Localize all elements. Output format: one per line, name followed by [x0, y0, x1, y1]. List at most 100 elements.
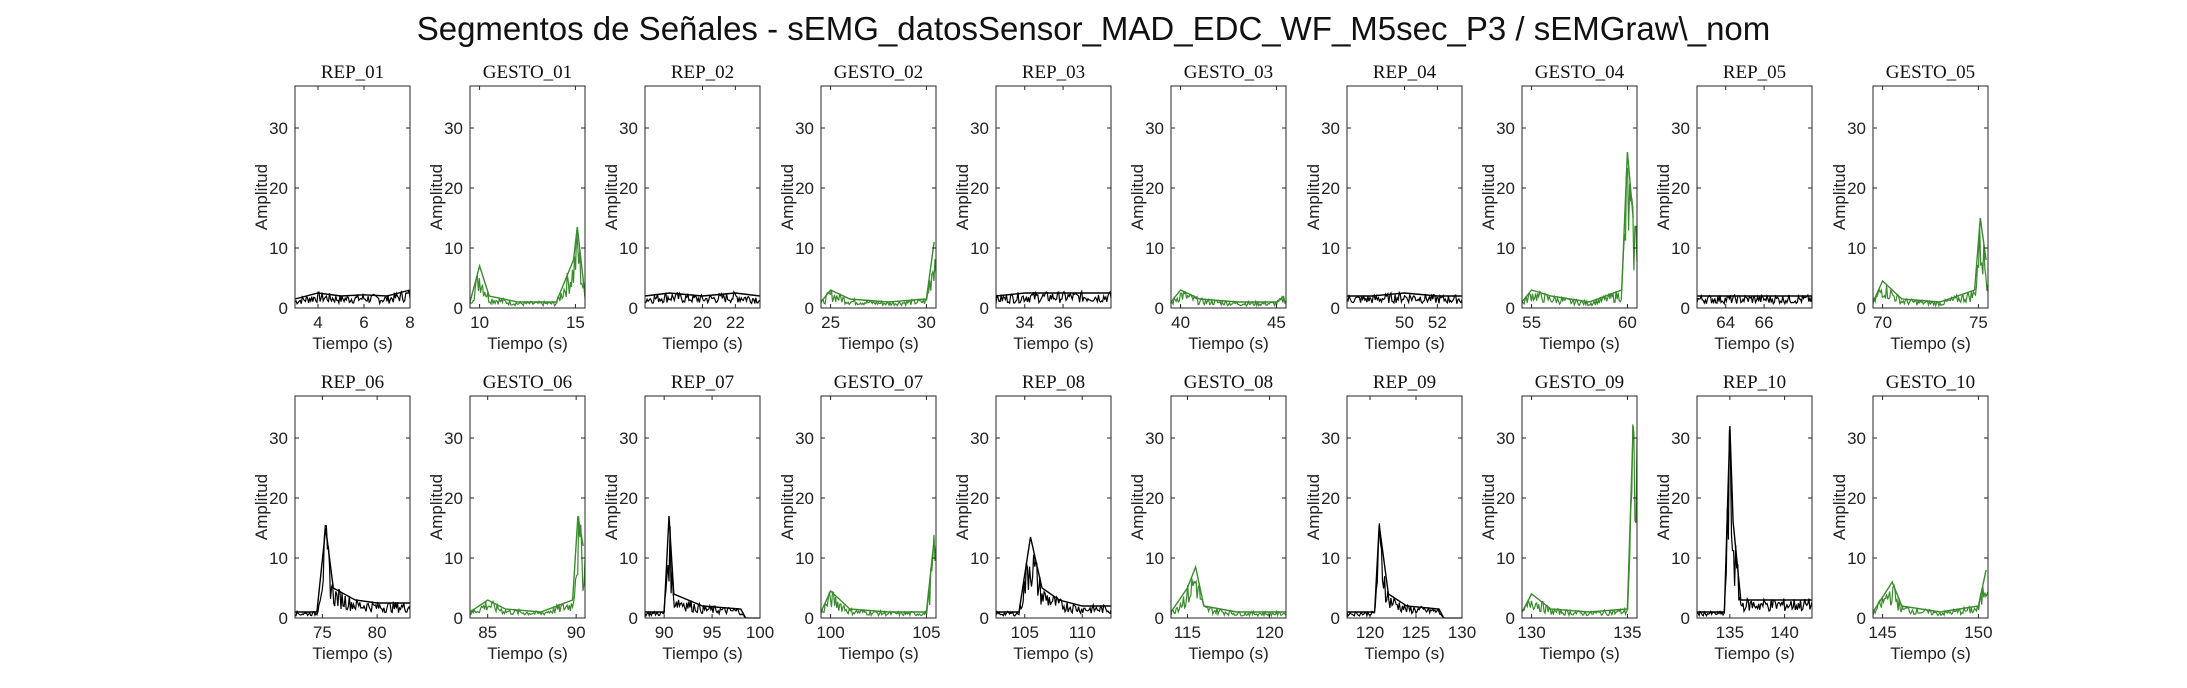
figure-title: Segmentos de Señales - sEMG_datosSensor_… — [416, 10, 1771, 47]
y-tick-label: 0 — [279, 299, 288, 318]
y-tick-label: 10 — [269, 239, 288, 258]
y-axis-label: Amplitud — [1479, 474, 1498, 540]
y-axis-label: Amplitud — [1830, 474, 1849, 540]
y-tick-label: 0 — [1857, 609, 1866, 628]
x-tick-label: 135 — [1716, 623, 1744, 642]
signal-peak-line — [1697, 425, 1812, 613]
signal-line — [1696, 293, 1813, 306]
axes-box — [294, 85, 411, 309]
y-axis-label: Amplitud — [427, 474, 446, 540]
subplot: 0 10 20 30 85 90 GESTO_06 Tiempo (s) Amplitud — [427, 372, 586, 663]
axes-box — [1872, 85, 1989, 309]
y-tick-label: 20 — [444, 179, 463, 198]
signal-peak-line — [1872, 217, 1987, 303]
subplot: 0 10 20 30 135 140 REP_10 Tiempo (s) Amplitud — [1654, 372, 1813, 663]
subplot: 0 10 20 30 145 150 GESTO_10 Tiempo (s) Amplitud — [1830, 372, 1993, 663]
y-axis-label: Amplitud — [1654, 474, 1673, 540]
y-tick-label: 20 — [444, 489, 463, 508]
subplot-title: GESTO_05 — [1886, 62, 1975, 83]
x-tick-label: 4 — [313, 313, 322, 332]
y-tick-label: 30 — [269, 429, 288, 448]
y-axis-label: Amplitud — [1654, 164, 1673, 230]
y-tick-label: 10 — [269, 549, 288, 568]
signal-line — [469, 230, 586, 308]
subplot: 0 10 20 30 64 66 REP_05 Tiempo (s) Amplitud — [1654, 62, 1813, 353]
y-axis-label: Amplitud — [1479, 164, 1498, 230]
subplot: 0 10 20 30 115 120 GESTO_08 Tiempo (s) Amplitud — [1128, 372, 1287, 663]
signal-line — [1696, 429, 1813, 618]
axes-box — [469, 395, 586, 619]
subplot-title: REP_01 — [321, 62, 384, 83]
y-tick-label: 0 — [629, 609, 638, 628]
y-tick-label: 0 — [454, 299, 463, 318]
x-axis-label: Tiempo (s) — [312, 644, 393, 663]
x-tick-label: 45 — [1267, 313, 1286, 332]
x-axis-label: Tiempo (s) — [1013, 644, 1094, 663]
y-tick-label: 10 — [1496, 549, 1515, 568]
signal-peak-line — [1170, 289, 1285, 303]
signal-line — [1346, 290, 1463, 305]
y-axis-label: Amplitud — [1128, 164, 1147, 230]
x-tick-label: 55 — [1522, 313, 1541, 332]
y-axis-label: Amplitud — [778, 164, 797, 230]
signal-peak-line — [1872, 569, 1987, 613]
axes-box — [1170, 395, 1287, 619]
axes-box — [644, 395, 761, 619]
x-tick-label: 75 — [313, 623, 332, 642]
subplot-title: GESTO_09 — [1535, 372, 1624, 393]
x-tick-label: 6 — [359, 313, 368, 332]
x-tick-label: 100 — [746, 623, 774, 642]
y-tick-label: 0 — [1155, 609, 1164, 628]
y-tick-label: 0 — [279, 609, 288, 628]
x-axis-label: Tiempo (s) — [1188, 644, 1269, 663]
x-axis-label: Tiempo (s) — [1364, 334, 1445, 353]
subplot-title: GESTO_08 — [1184, 372, 1273, 393]
x-tick-label: 60 — [1618, 313, 1637, 332]
y-axis-label: Amplitud — [427, 164, 446, 230]
x-tick-label: 50 — [1395, 313, 1414, 332]
x-tick-label: 36 — [1054, 313, 1073, 332]
x-axis-label: Tiempo (s) — [312, 334, 393, 353]
x-tick-label: 40 — [1171, 313, 1190, 332]
x-tick-label: 85 — [478, 623, 497, 642]
y-tick-label: 30 — [1321, 119, 1340, 138]
y-axis-label: Amplitud — [1830, 164, 1849, 230]
x-axis-label: Tiempo (s) — [838, 334, 919, 353]
y-tick-label: 20 — [269, 179, 288, 198]
signal-line — [995, 289, 1112, 305]
y-tick-label: 10 — [1671, 549, 1690, 568]
y-tick-label: 0 — [805, 299, 814, 318]
subplot: 0 10 20 30 75 80 REP_06 Tiempo (s) Amplitud — [252, 372, 411, 663]
subplot: 0 10 20 30 105 110 REP_08 Tiempo (s) Amplitud — [953, 372, 1112, 663]
y-tick-label: 20 — [1496, 489, 1515, 508]
axes-box — [1696, 85, 1813, 309]
y-tick-label: 0 — [980, 299, 989, 318]
x-tick-label: 52 — [1428, 313, 1447, 332]
signal-line — [294, 289, 411, 306]
subplot-title: REP_06 — [321, 372, 384, 393]
x-axis-label: Tiempo (s) — [838, 644, 919, 663]
x-axis-label: Tiempo (s) — [1714, 334, 1795, 353]
axes-box — [820, 85, 937, 309]
subplot-title: GESTO_02 — [834, 62, 923, 83]
x-axis-label: Tiempo (s) — [662, 334, 743, 353]
x-tick-label: 30 — [917, 313, 936, 332]
subplot: 0 10 20 30 34 36 REP_03 Tiempo (s) Amplitud — [953, 62, 1112, 353]
signal-line — [644, 290, 761, 305]
x-tick-label: 25 — [821, 313, 840, 332]
subplot: 0 10 20 30 130 135 GESTO_09 Tiempo (s) Amplitud — [1479, 372, 1642, 663]
y-axis-label: Amplitud — [602, 474, 621, 540]
subplot: 0 10 20 30 90 95 100 REP_07 Tiempo (s) Amplitud — [602, 372, 774, 663]
x-tick-label: 34 — [1015, 313, 1034, 332]
subplot: 0 10 20 30 25 30 GESTO_02 Tiempo (s) Amplitud — [778, 62, 937, 353]
x-tick-label: 135 — [1613, 623, 1641, 642]
y-tick-label: 10 — [970, 239, 989, 258]
subplot-title: GESTO_01 — [483, 62, 572, 83]
x-tick-label: 64 — [1716, 313, 1735, 332]
y-axis-label: Amplitud — [778, 474, 797, 540]
axes-box — [1521, 395, 1638, 619]
signal-peak-line — [1521, 425, 1634, 613]
y-tick-label: 30 — [1847, 119, 1866, 138]
axes-box — [1170, 85, 1287, 309]
y-tick-label: 20 — [795, 179, 814, 198]
